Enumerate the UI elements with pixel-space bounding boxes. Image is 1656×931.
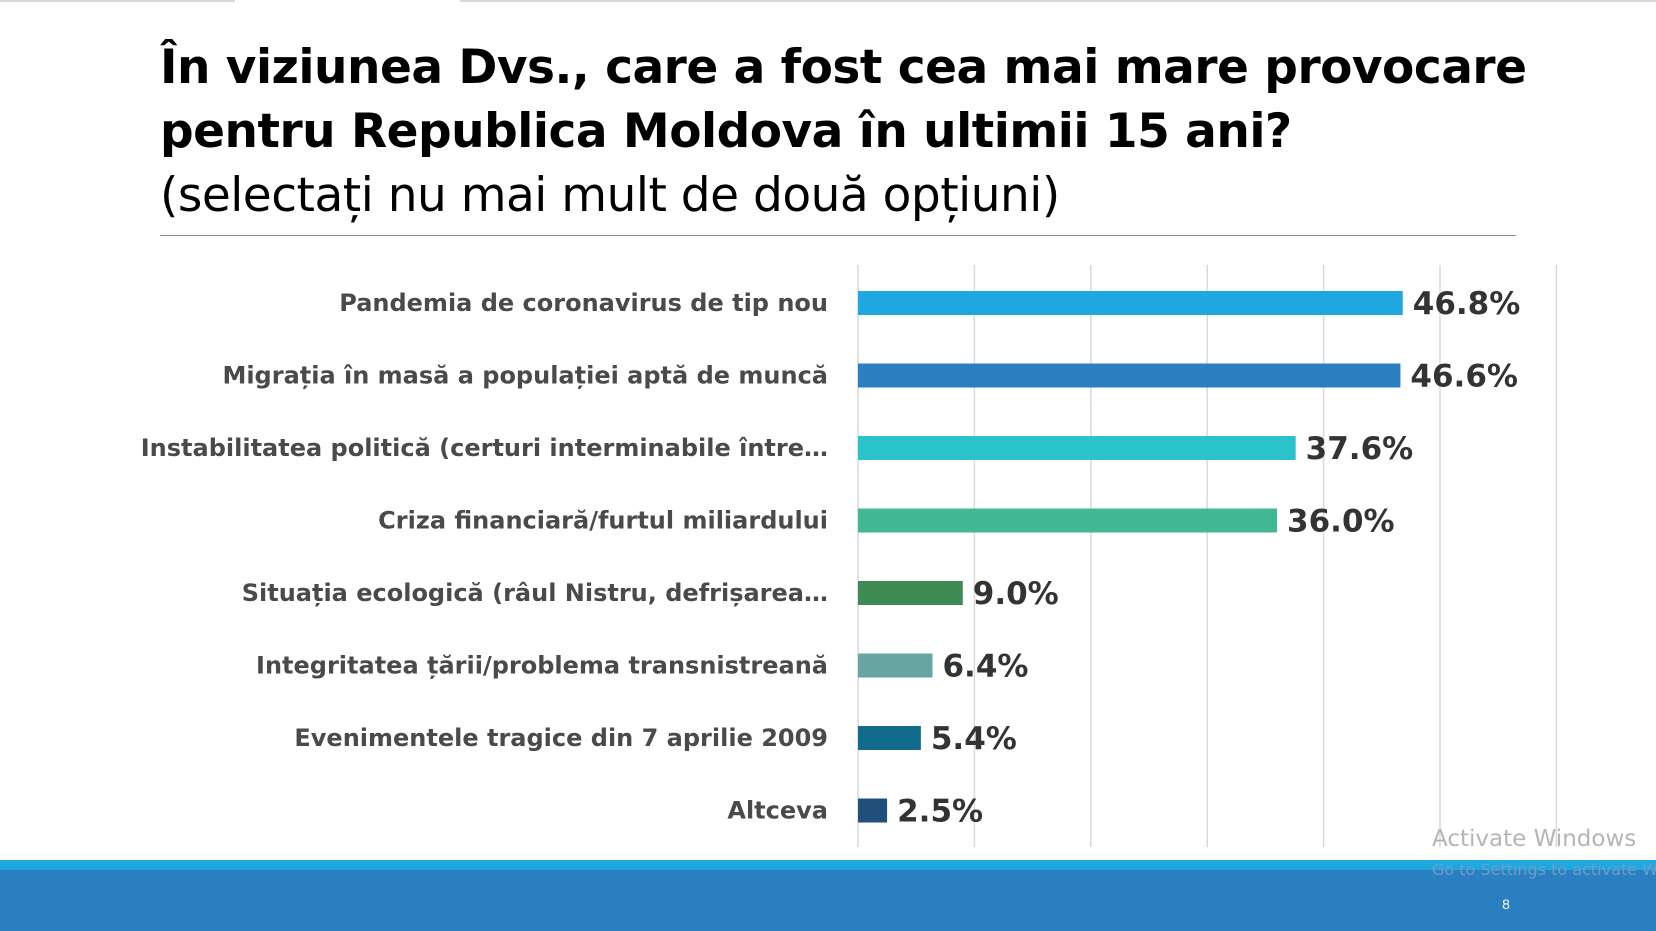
bar	[858, 653, 933, 678]
value-label: 5.4%	[931, 721, 1017, 757]
page-number: 8	[1502, 896, 1510, 912]
category-label: Integritatea țării/problema transnistrea…	[256, 652, 828, 680]
active-tab-indicator	[235, 0, 460, 2]
bar	[858, 581, 963, 605]
slide-subtitle: (selectați nu mai mult de două opțiuni)	[160, 168, 1060, 223]
bar	[858, 291, 1403, 315]
category-label: Migrația în masă a populației aptă de mu…	[222, 362, 828, 390]
bars: Pandemia de coronavirus de tip nou 46.8% M…	[141, 286, 1521, 830]
category-label: Altceva	[727, 797, 828, 825]
gridlines	[857, 265, 1558, 847]
slide-title-block: În viziunea Dvs., care a fost cea mai ma…	[160, 36, 1560, 228]
footer-stripe	[0, 860, 1656, 870]
slide-title-line-1: În viziunea Dvs., care a fost cea mai ma…	[160, 40, 1527, 95]
activate-windows-subtitle: Go to Settings to activate W	[1432, 860, 1656, 879]
slide-tab-strip	[0, 0, 1656, 2]
category-label: Evenimentele tragice din 7 aprilie 2009	[294, 724, 828, 752]
bar	[858, 436, 1296, 460]
value-label: 46.8%	[1413, 286, 1521, 322]
value-label: 2.5%	[897, 794, 983, 830]
value-label: 46.6%	[1410, 359, 1518, 395]
category-label: Situația ecologică (râul Nistru, defrișa…	[242, 579, 828, 607]
activate-windows-title: Activate Windows	[1432, 826, 1637, 852]
value-label: 6.4%	[942, 649, 1028, 685]
bar	[858, 798, 888, 823]
footer-band	[0, 870, 1656, 931]
slide-title-line-2: pentru Republica Moldova în ultimii 15 a…	[160, 104, 1292, 159]
bar-chart: Pandemia de coronavirus de tip nou 46.8% M…	[141, 265, 1558, 847]
bar	[858, 726, 921, 750]
bar	[858, 508, 1278, 533]
bar	[858, 363, 1401, 388]
category-label: Instabilitatea politică (certuri intermi…	[141, 434, 828, 462]
value-label: 37.6%	[1306, 431, 1414, 467]
value-label: 9.0%	[973, 576, 1059, 612]
category-label: Criza financiară/furtul miliardului	[378, 507, 828, 535]
title-divider	[160, 235, 1516, 236]
category-label: Pandemia de coronavirus de tip nou	[339, 289, 828, 317]
value-label: 36.0%	[1287, 504, 1395, 540]
